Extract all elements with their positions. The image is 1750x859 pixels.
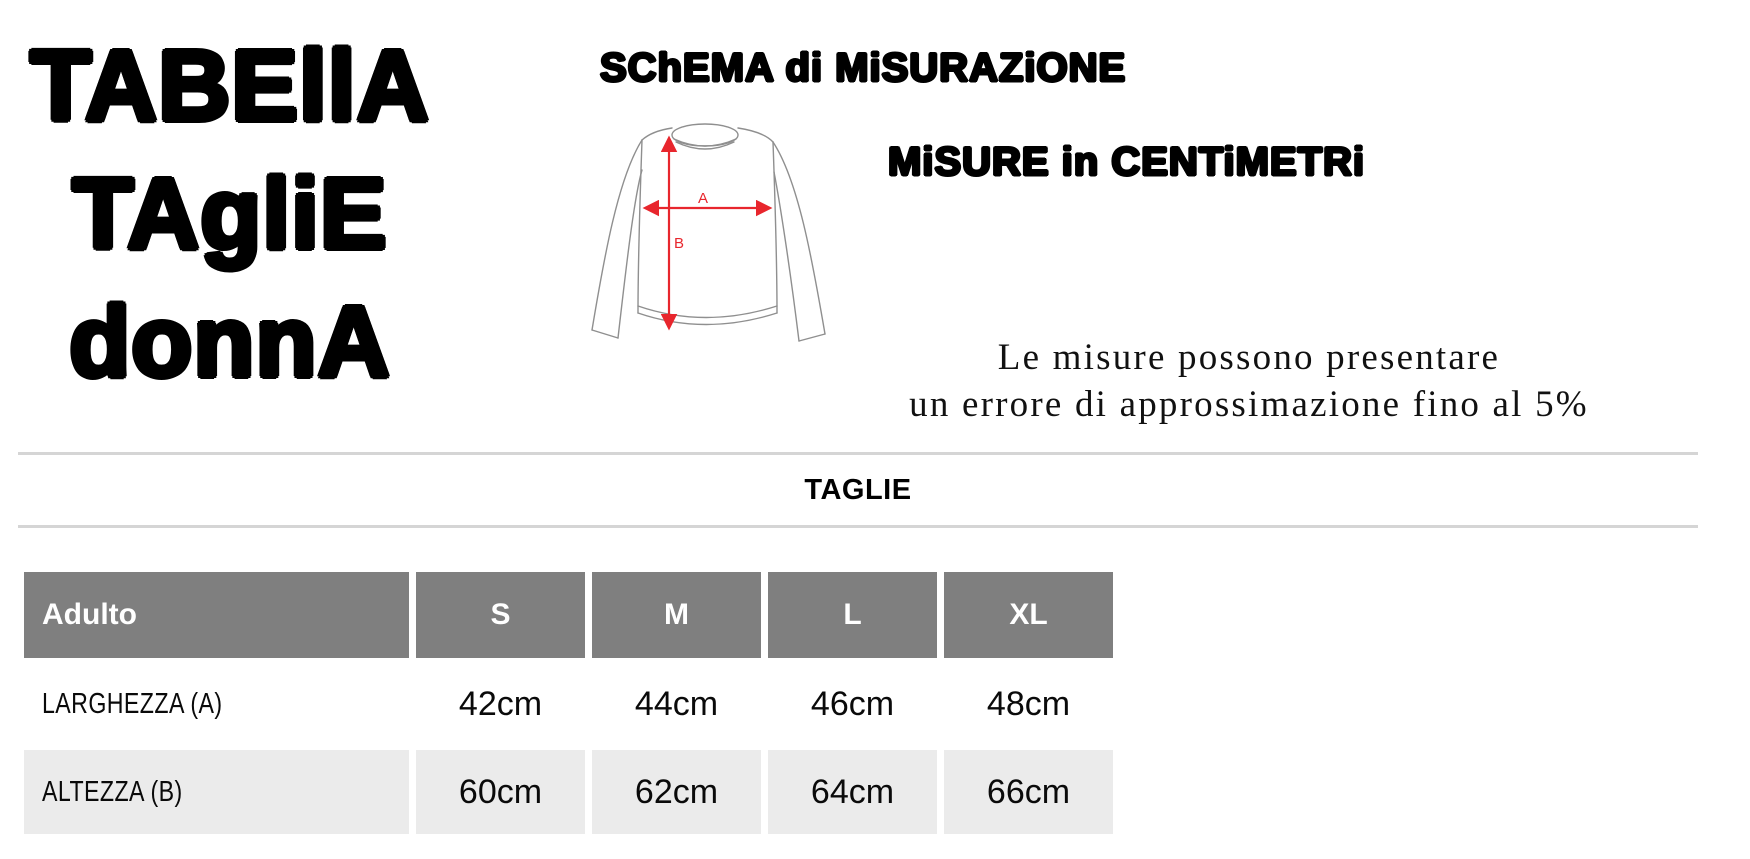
table-header-size-l: L: [768, 572, 937, 658]
page-title-line-1: TABEllA: [30, 30, 430, 142]
shirt-diagram-icon: A B: [591, 123, 826, 342]
page-title-line-3: donnA: [69, 286, 391, 398]
altezza-value-m: 62cm: [592, 750, 761, 834]
width-arrow-label: A: [698, 190, 708, 207]
divider-bottom: [18, 525, 1698, 528]
table-header-size-s: S: [416, 572, 585, 658]
measurement-arrows: [642, 135, 773, 331]
larghezza-value-xl: 48cm: [986, 684, 1071, 723]
tolerance-note: Le misure possono presentare un errore d…: [744, 334, 1750, 428]
larghezza-value-l: 46cm: [810, 684, 895, 723]
table-header-size-m: M: [592, 572, 761, 658]
section-title-taglie: TAGLIE: [804, 474, 912, 506]
altezza-value-s: 60cm: [416, 750, 585, 834]
tolerance-note-line-1: Le misure possono presentare: [997, 337, 1501, 378]
units-note-heading: MiSURE in CENTiMETRi: [888, 140, 1366, 184]
page-title-line-2: TAgliE: [72, 158, 388, 270]
row-altezza-label-cell: ALTEZZA (B): [24, 750, 409, 834]
shirt-outline: [591, 123, 826, 342]
height-arrow-label: B: [674, 235, 684, 252]
tolerance-note-line-2: un errore di approssimazione fino al 5%: [909, 384, 1589, 425]
divider-top: [18, 452, 1698, 455]
table-header-adulto: Adulto: [24, 572, 409, 658]
altezza-value-l: 64cm: [768, 750, 937, 834]
table-header-size-xl: XL: [944, 572, 1113, 658]
row-altezza-label: ALTEZZA (B): [42, 775, 183, 808]
row-larghezza-label: LARGHEZZA (A): [42, 687, 223, 720]
altezza-value-xl: 66cm: [944, 750, 1113, 834]
size-table: Adulto S M L XL LARGHEZZA (A) 42cm 44cm …: [24, 572, 1113, 834]
larghezza-value-s: 42cm: [458, 684, 543, 723]
measurement-scheme-heading: SChEMA di MiSURAZiONE: [600, 46, 1127, 90]
page-title: TABEllA TAgliE donnA: [18, 22, 442, 406]
row-larghezza-label-cell: LARGHEZZA (A): [24, 658, 409, 750]
larghezza-value-m: 44cm: [634, 684, 719, 723]
